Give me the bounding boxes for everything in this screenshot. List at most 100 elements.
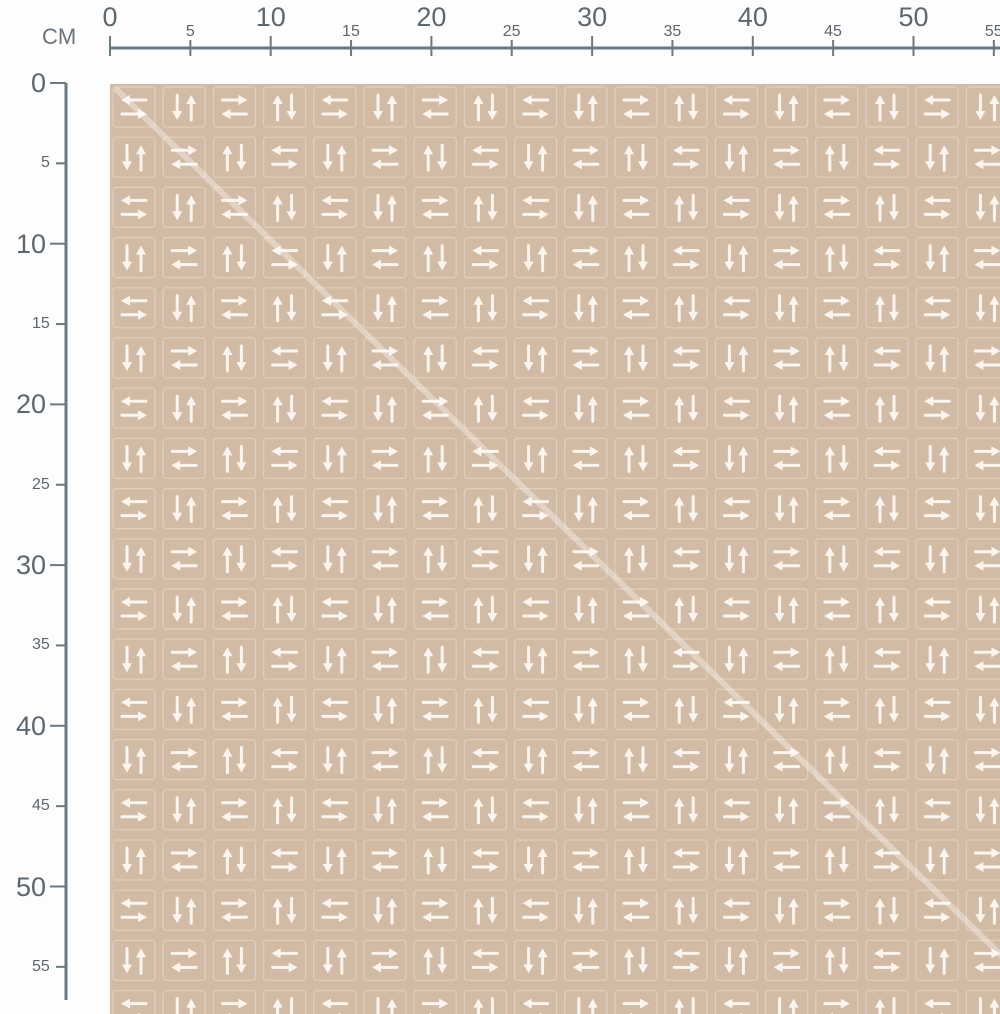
arrows-right-left-icon xyxy=(614,186,658,229)
arrows-left-right-icon xyxy=(915,588,959,630)
arrows-up-down-icon xyxy=(865,186,909,229)
horizontal-tick-label: 25 xyxy=(502,23,521,40)
arrows-left-right-icon xyxy=(514,588,558,630)
arrows-up-down-icon xyxy=(664,186,708,229)
arrows-left-right-icon xyxy=(915,387,959,429)
arrows-down-up-icon xyxy=(915,538,959,580)
arrows-down-up-icon xyxy=(915,337,959,379)
arrows-right-left-icon xyxy=(764,738,809,781)
arrows-left-right-icon xyxy=(664,939,708,982)
arrows-right-left-icon xyxy=(764,437,809,479)
arrows-down-up-icon xyxy=(714,538,759,580)
arrows-left-right-icon xyxy=(514,789,558,831)
arrows-up-down-icon xyxy=(865,287,909,329)
arrows-left-right-icon xyxy=(463,437,507,479)
arrows-right-left-icon xyxy=(965,739,1000,781)
arrows-left-right-icon xyxy=(463,638,507,680)
arrows-right-left-icon xyxy=(815,688,859,731)
arrows-up-down-icon xyxy=(865,86,909,128)
arrows-left-right-icon xyxy=(514,488,558,530)
arrows-left-right-icon xyxy=(263,738,307,781)
arrows-right-left-icon xyxy=(965,638,1000,680)
arrows-up-down-icon xyxy=(212,237,257,279)
arrows-up-down-icon xyxy=(865,588,909,630)
arrows-up-down-icon xyxy=(413,538,457,580)
arrows-down-up-icon xyxy=(112,538,156,580)
arrows-down-up-icon xyxy=(764,86,809,128)
arrows-right-left-icon xyxy=(564,738,608,781)
arrows-up-down-icon xyxy=(263,387,307,429)
arrows-down-up-icon xyxy=(764,488,809,530)
arrows-left-right-icon xyxy=(664,538,708,580)
arrows-up-down-icon xyxy=(263,287,307,329)
arrows-down-up-icon xyxy=(363,86,407,128)
arrows-up-down-icon xyxy=(463,387,507,429)
arrows-up-down-icon xyxy=(865,387,909,429)
arrows-up-down-icon xyxy=(263,488,307,530)
horizontal-tick-label: 50 xyxy=(898,2,929,32)
arrows-left-right-icon xyxy=(865,738,909,781)
arrows-up-down-icon xyxy=(614,437,658,479)
arrows-up-down-icon xyxy=(815,337,859,379)
arrows-right-left-icon xyxy=(212,287,257,329)
arrows-down-up-icon xyxy=(363,488,407,530)
arrows-down-up-icon xyxy=(915,738,959,781)
arrows-right-left-icon xyxy=(614,688,658,731)
arrows-left-right-icon xyxy=(514,889,558,931)
arrows-left-right-icon xyxy=(263,638,307,680)
arrows-right-left-icon xyxy=(162,337,206,379)
arrows-up-down-icon xyxy=(413,839,457,881)
arrows-down-up-icon xyxy=(564,86,608,128)
arrows-right-left-icon xyxy=(965,237,1000,279)
arrows-down-up-icon xyxy=(965,387,1000,429)
vertical-tick-label: 40 xyxy=(16,710,47,741)
arrows-down-up-icon xyxy=(514,638,558,680)
arrows-left-right-icon xyxy=(313,287,357,329)
arrows-right-left-icon xyxy=(614,789,658,831)
arrows-down-up-icon xyxy=(162,186,206,229)
arrows-up-down-icon xyxy=(463,588,507,630)
arrows-down-up-icon xyxy=(363,688,407,731)
arrows-left-right-icon xyxy=(263,237,307,279)
arrows-left-right-icon xyxy=(664,839,708,881)
arrows-right-left-icon xyxy=(162,538,206,580)
unit-label: CM xyxy=(42,24,77,49)
horizontal-tick-label: 40 xyxy=(737,2,768,32)
arrows-left-right-icon xyxy=(112,287,156,329)
arrows-down-up-icon xyxy=(363,889,407,931)
vertical-tick-label: 50 xyxy=(16,871,47,902)
arrows-right-left-icon xyxy=(162,939,206,982)
arrows-down-up-icon xyxy=(764,588,809,630)
arrows-up-down-icon xyxy=(614,237,658,279)
arrows-left-right-icon xyxy=(915,186,959,229)
arrows-down-up-icon xyxy=(162,86,206,128)
arrows-down-up-icon xyxy=(915,638,959,680)
arrows-left-right-icon xyxy=(865,939,909,982)
arrows-right-left-icon xyxy=(413,387,457,429)
arrows-down-up-icon xyxy=(564,287,608,329)
vertical-tick-label: 45 xyxy=(32,797,50,815)
arrows-right-left-icon xyxy=(614,488,658,530)
arrows-up-down-icon xyxy=(614,839,658,881)
arrows-right-left-icon xyxy=(564,337,608,379)
arrows-up-down-icon xyxy=(413,136,457,178)
arrows-right-left-icon xyxy=(162,437,206,479)
arrows-left-right-icon xyxy=(915,287,959,329)
arrows-down-up-icon xyxy=(915,437,959,479)
arrows-up-down-icon xyxy=(413,437,457,479)
arrows-right-left-icon xyxy=(363,939,407,982)
arrows-down-up-icon xyxy=(313,136,357,178)
fabric-swatch xyxy=(110,84,1000,1014)
arrows-up-down-icon xyxy=(664,688,708,731)
arrows-left-right-icon xyxy=(313,588,357,630)
arrows-right-left-icon xyxy=(815,889,859,931)
arrows-down-up-icon xyxy=(514,538,558,580)
arrows-down-up-icon xyxy=(965,287,1000,329)
arrows-right-left-icon xyxy=(363,638,407,680)
arrows-right-left-icon xyxy=(363,437,407,479)
arrows-left-right-icon xyxy=(915,789,959,831)
arrows-up-down-icon xyxy=(463,789,507,831)
arrows-right-left-icon xyxy=(614,86,658,128)
arrows-left-right-icon xyxy=(664,136,708,178)
arrows-left-right-icon xyxy=(313,889,357,931)
